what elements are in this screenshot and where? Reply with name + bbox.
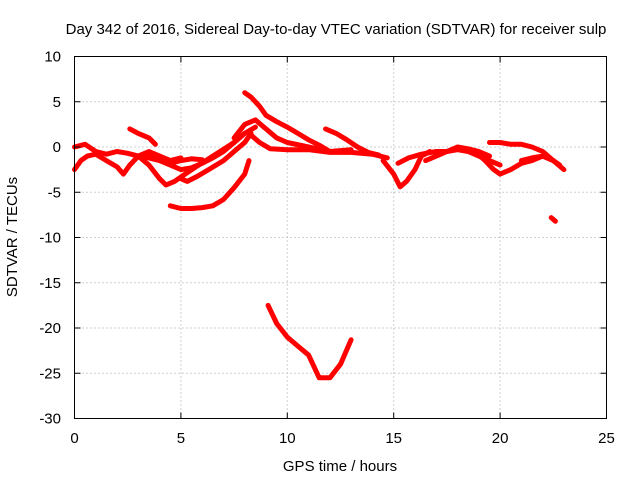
x-tick-label: 0 <box>70 430 78 447</box>
y-tick-label: -10 <box>39 230 61 247</box>
y-tick-label: -5 <box>48 184 61 201</box>
chart-title: Day 342 of 2016, Sidereal Day-to-day VTE… <box>66 21 607 38</box>
x-tick-label: 25 <box>598 430 615 447</box>
y-tick-label: 5 <box>53 94 61 111</box>
series-arc-3 <box>127 126 158 147</box>
y-tick-label: 10 <box>44 49 61 66</box>
x-tick-label: 10 <box>279 430 296 447</box>
x-tick-label: 5 <box>177 430 185 447</box>
tick-group <box>74 56 607 419</box>
x-tick-label: 15 <box>385 430 402 447</box>
series-arc-1 <box>72 149 184 177</box>
x-axis-label: GPS time / hours <box>283 458 397 475</box>
x-tick-label: 20 <box>492 430 509 447</box>
series-arc-7 <box>167 158 252 211</box>
y-axis-label: SDTVAR / TECUs <box>4 177 21 297</box>
series-arc-12 <box>265 302 354 381</box>
series-arc-11 <box>323 126 382 158</box>
series-arc-18 <box>518 153 556 164</box>
y-tick-label: -25 <box>39 365 61 382</box>
y-tick-label: -20 <box>39 320 61 337</box>
series-arc-15 <box>423 144 492 164</box>
series-arc-6 <box>178 130 254 184</box>
series-arc-19 <box>548 215 558 224</box>
grid <box>74 56 607 419</box>
y-tick-label: 0 <box>53 139 61 156</box>
series-arc-5 <box>146 124 258 173</box>
y-tick-labels: 10 5 0 -5 -10 -15 -20 -25 -30 <box>39 49 61 428</box>
series-arc-9 <box>242 90 333 154</box>
y-tick-label: -30 <box>39 411 61 428</box>
y-tick-label: -15 <box>39 275 61 292</box>
x-tick-labels: 0 5 10 15 20 25 <box>70 430 615 447</box>
series-group <box>72 90 567 381</box>
